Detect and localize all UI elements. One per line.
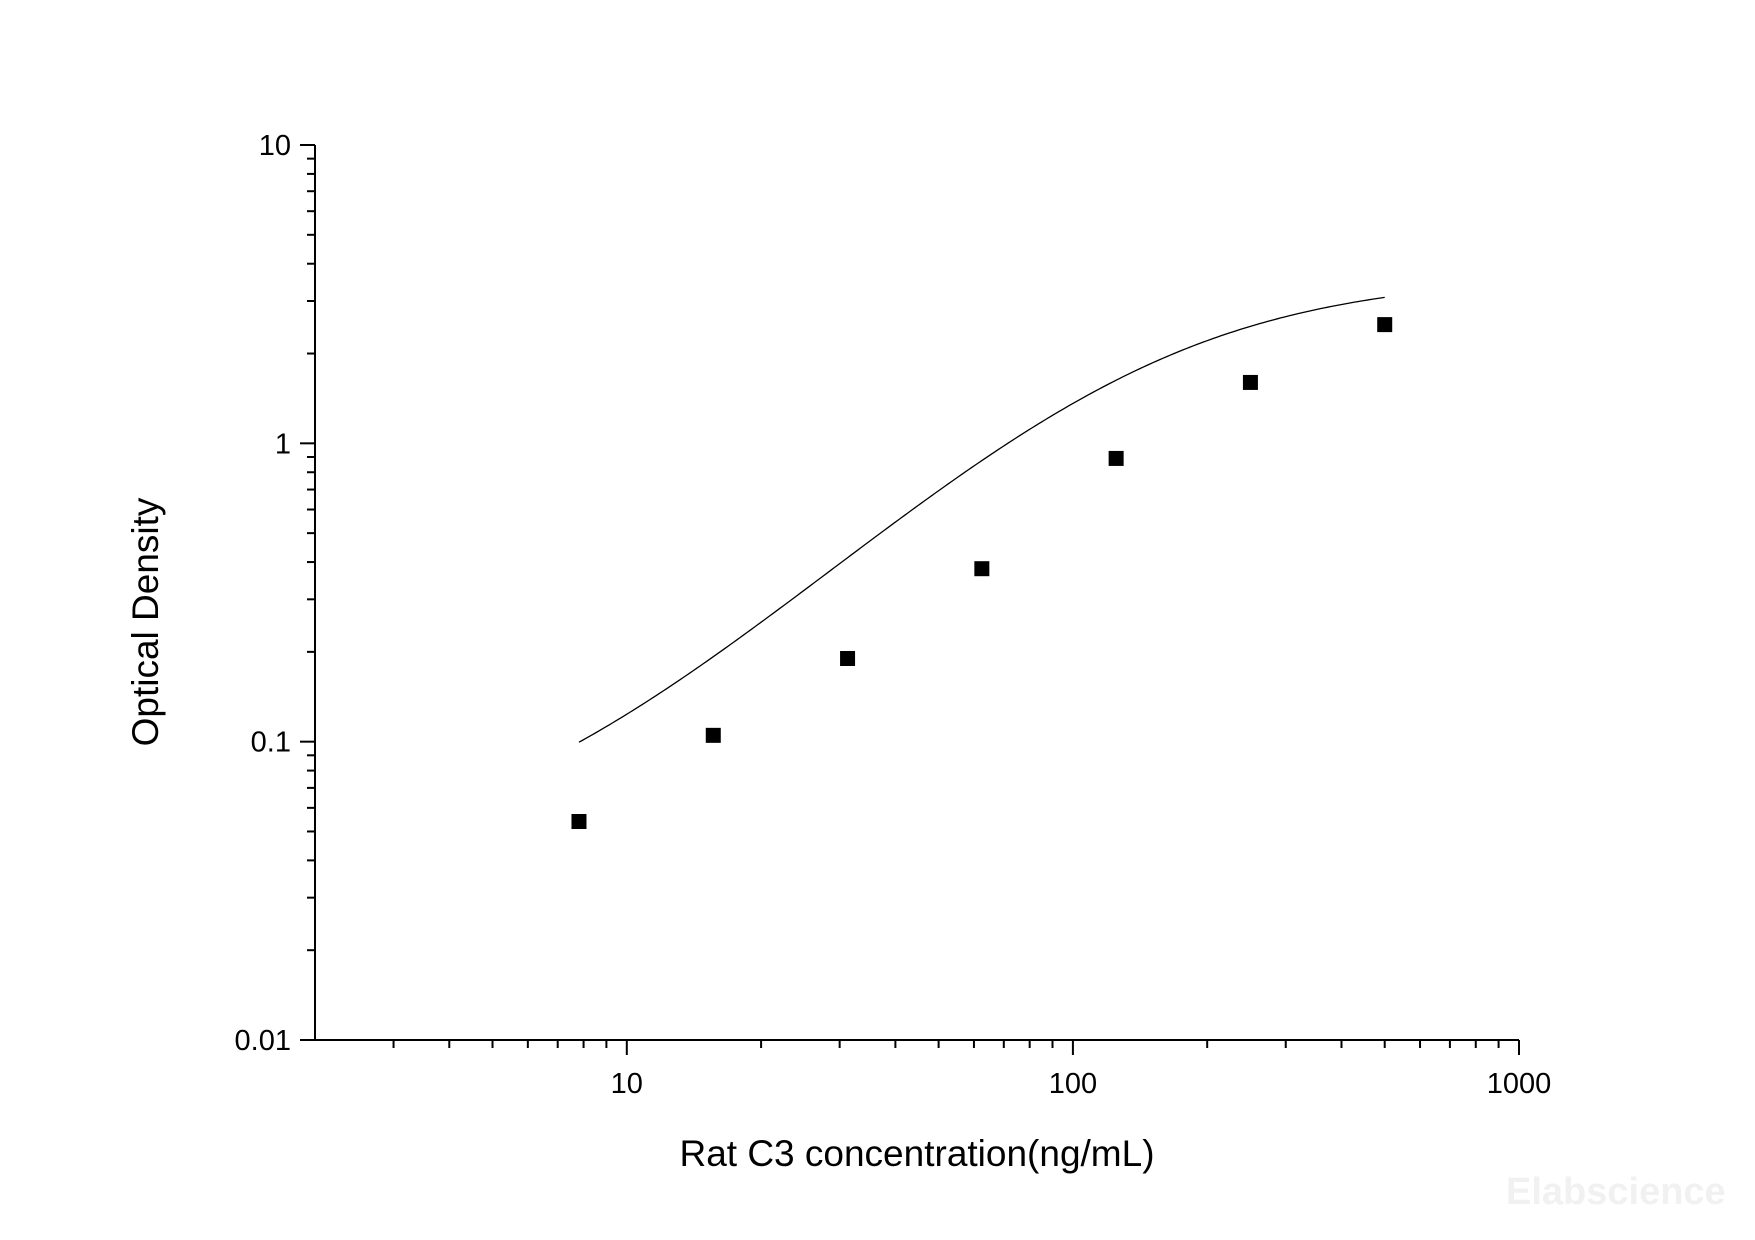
data-point [840, 651, 856, 667]
x-ticks: 10 100 1000 [611, 1040, 1552, 1100]
axes [314, 145, 1519, 1041]
x-axis-title: Rat C3 concentration(ng/mL) [679, 1133, 1154, 1174]
x-tick-label: 10 [611, 1068, 643, 1100]
watermark: Elabscience [1506, 1171, 1726, 1213]
fit-curve [578, 296, 1385, 743]
data-point [571, 814, 587, 830]
x-tick-label: 1000 [1487, 1068, 1552, 1100]
data-points [571, 317, 1393, 830]
y-tick-label: 1 [275, 428, 291, 460]
x-tick-label: 100 [1049, 1068, 1097, 1100]
minor-ticks [307, 157, 1500, 1048]
y-ticks: 0.01 0.1 1 10 [235, 130, 315, 1057]
y-tick-label: 0.01 [235, 1025, 291, 1057]
data-point [705, 727, 721, 743]
data-point [1377, 317, 1393, 333]
y-tick-label: 10 [259, 130, 291, 162]
data-point [1108, 450, 1124, 466]
data-point [974, 561, 990, 577]
y-tick-label: 0.1 [251, 727, 291, 759]
y-axis-title: Optical Density [125, 497, 166, 746]
data-point [1242, 374, 1258, 390]
